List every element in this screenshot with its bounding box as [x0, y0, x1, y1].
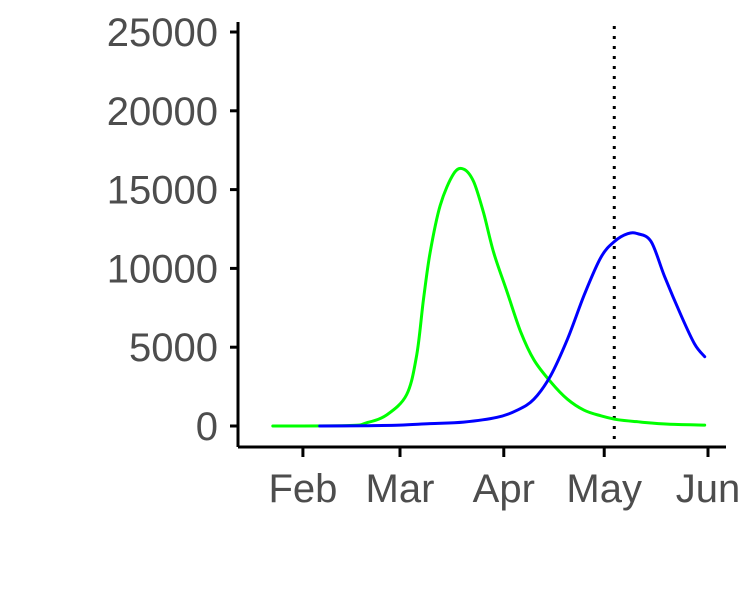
y-tick-label: 25000 — [107, 11, 218, 55]
y-tick-label: 20000 — [107, 90, 218, 134]
plot-area — [271, 26, 707, 446]
x-tick-label: May — [566, 467, 642, 511]
y-tick-label: 10000 — [107, 247, 218, 291]
series-line-1 — [271, 166, 707, 428]
x-tick-label: Jun — [676, 467, 741, 511]
x-tick-label: Apr — [473, 467, 535, 511]
x-axis-ticks: Feb Mar Apr May Jun — [268, 447, 740, 511]
x-tick-label: Mar — [366, 467, 435, 511]
series-layer — [271, 166, 707, 428]
x-tick-label: Feb — [268, 467, 337, 511]
y-tick-label: 0 — [196, 405, 218, 449]
series-line-2 — [318, 231, 707, 428]
y-tick-label: 15000 — [107, 169, 218, 213]
y-axis-ticks: 0 5000 10000 15000 20000 25000 — [107, 11, 238, 449]
y-tick-label: 5000 — [129, 326, 218, 370]
y-axis: 0 5000 10000 15000 20000 25000 — [107, 11, 240, 449]
x-axis: Feb Mar Apr May Jun — [238, 445, 740, 511]
